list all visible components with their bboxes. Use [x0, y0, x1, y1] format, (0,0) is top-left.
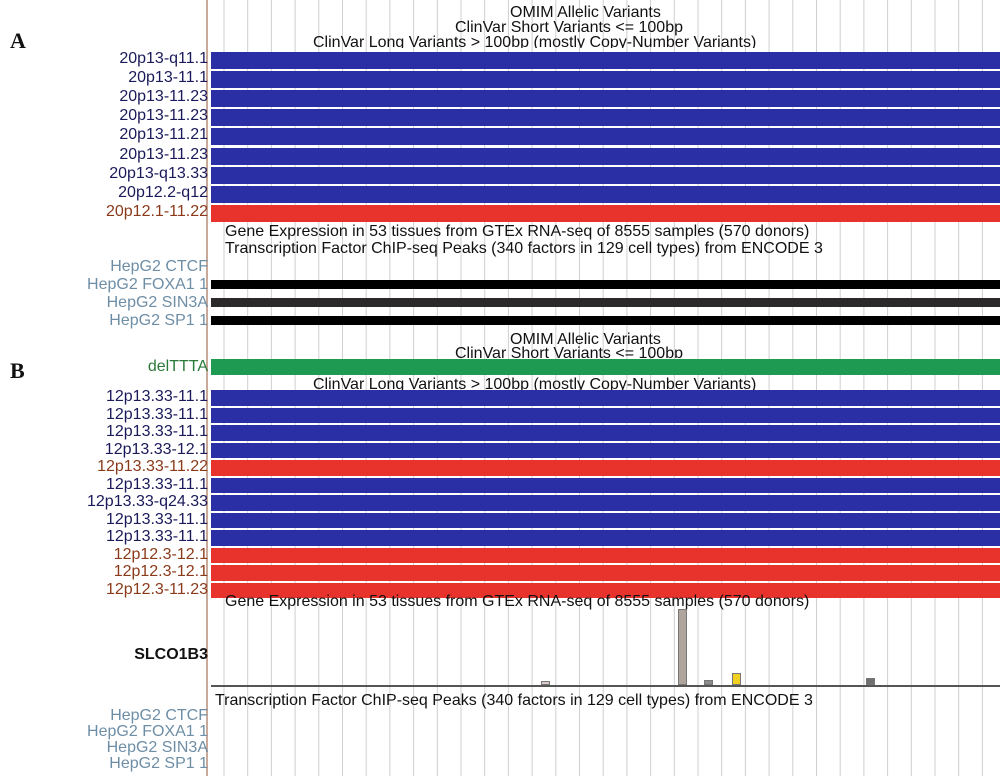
clinvar-cnv-bar[interactable] — [211, 530, 1000, 546]
track-title-clinvar-long-b[interactable]: ClinVar Long Variants > 100bp (mostly Co… — [313, 376, 757, 390]
clinvar-cnv-bar[interactable] — [211, 90, 1000, 108]
clinvar-cnv-label[interactable]: 12p13.33-11.1 — [105, 510, 208, 528]
clinvar-cnv-label[interactable]: 20p13-11.1 — [128, 69, 208, 87]
clinvar-cnv-bar[interactable] — [211, 477, 1000, 493]
clinvar-cnv-bar[interactable] — [211, 147, 1000, 165]
clinvar-cnv-label[interactable]: 12p12.3-12.1 — [113, 545, 208, 563]
tf-track-label[interactable]: HepG2 SP1 1 — [109, 312, 208, 329]
track-title-omim-a[interactable]: OMIM Allelic Variants — [510, 4, 661, 21]
clinvar-cnv-label[interactable]: 20p13-11.21 — [119, 126, 208, 144]
tissue-expression-bar[interactable] — [541, 681, 550, 685]
clinvar-cnv-label[interactable]: 20p13-q13.33 — [109, 164, 208, 182]
clinvar-cnv-label[interactable]: 20p13-q11.1 — [119, 50, 208, 67]
panel-letter-a: A — [10, 28, 26, 53]
clinvar-cnv-bar[interactable] — [211, 442, 1000, 458]
clinvar-cnv-label[interactable]: 12p12.3-11.23 — [105, 580, 208, 598]
clinvar-cnv-bar[interactable] — [211, 390, 1000, 406]
expression-baseline — [211, 685, 1000, 687]
track-title-omim-b[interactable]: OMIM Allelic Variants — [510, 331, 661, 348]
clinvar-cnv-bar[interactable] — [211, 71, 1000, 89]
gene-label[interactable]: SLCO1B3 — [134, 646, 208, 663]
track-title-clinvar-short-a[interactable]: ClinVar Short Variants <= 100bp — [455, 19, 683, 36]
tissue-expression-bar[interactable] — [678, 609, 687, 685]
tissue-expression-bar[interactable] — [704, 680, 713, 685]
track-title-clinvar-short-b[interactable]: ClinVar Short Variants <= 100bp — [455, 345, 683, 358]
clinvar-cnv-bar[interactable] — [211, 166, 1000, 184]
clinvar-cnv-label[interactable]: 12p12.3-12.1 — [113, 563, 208, 580]
short-variant-bar[interactable] — [211, 359, 1000, 375]
clinvar-cnv-label[interactable]: 20p13-11.23 — [119, 145, 208, 163]
clinvar-cnv-label[interactable]: 20p12.1-11.22 — [105, 202, 208, 220]
clinvar-cnv-label[interactable]: 12p13.33-11.1 — [105, 423, 208, 440]
clinvar-cnv-bar[interactable] — [211, 109, 1000, 127]
track-title-gtex-a[interactable]: Gene Expression in 53 tissues from GTEx … — [225, 223, 810, 240]
clinvar-cnv-bar[interactable] — [211, 425, 1000, 441]
track-title-gtex-b[interactable]: Gene Expression in 53 tissues from GTEx … — [225, 593, 810, 610]
clinvar-cnv-label[interactable]: 12p13.33-11.22 — [97, 458, 208, 475]
tissue-expression-bar[interactable] — [732, 673, 741, 685]
clinvar-cnv-label[interactable]: 12p13.33-11.1 — [105, 475, 208, 493]
tf-track-label[interactable]: HepG2 FOXA1 1 — [87, 276, 208, 293]
clinvar-cnv-bar[interactable] — [211, 204, 1000, 222]
clinvar-cnv-label[interactable]: 20p12.2-q12 — [118, 183, 208, 201]
track-title-tfbs-b[interactable]: Transcription Factor ChIP-seq Peaks (340… — [215, 692, 813, 709]
clinvar-cnv-bar[interactable] — [211, 565, 1000, 581]
clinvar-cnv-label[interactable]: 12p13.33-q24.33 — [87, 493, 208, 510]
track-title-clinvar-long-a[interactable]: ClinVar Long Variants > 100bp (mostly Co… — [313, 34, 757, 48]
clinvar-cnv-bar[interactable] — [211, 407, 1000, 423]
short-variant-label[interactable]: delTTTA — [147, 358, 208, 375]
tf-peak-bar[interactable] — [211, 280, 1000, 289]
tf-track-label[interactable]: HepG2 CTCF — [110, 258, 208, 275]
clinvar-cnv-bar[interactable] — [211, 460, 1000, 476]
clinvar-cnv-label[interactable]: 20p13-11.23 — [119, 107, 208, 125]
clinvar-cnv-bar[interactable] — [211, 128, 1000, 146]
tf-track-label[interactable]: HepG2 SIN3A — [106, 739, 208, 756]
clinvar-cnv-label[interactable]: 12p13.33-12.1 — [104, 440, 208, 458]
tf-peak-bar[interactable] — [211, 298, 1000, 307]
tf-track-label[interactable]: HepG2 CTCF — [110, 707, 208, 724]
clinvar-cnv-bar[interactable] — [211, 185, 1000, 203]
clinvar-cnv-bar[interactable] — [211, 52, 1000, 70]
clinvar-cnv-bar[interactable] — [211, 582, 1000, 598]
clinvar-cnv-label[interactable]: 12p13.33-11.1 — [105, 528, 208, 545]
clinvar-cnv-label[interactable]: 20p13-11.23 — [119, 88, 208, 106]
clinvar-cnv-bar[interactable] — [211, 512, 1000, 528]
tf-track-label[interactable]: HepG2 FOXA1 1 — [87, 723, 208, 740]
clinvar-cnv-bar[interactable] — [211, 495, 1000, 511]
panel-letter-b: B — [10, 358, 25, 383]
tissue-expression-bar[interactable] — [866, 678, 875, 685]
tf-peak-bar[interactable] — [211, 316, 1000, 325]
tf-track-label[interactable]: HepG2 SP1 1 — [109, 755, 208, 772]
clinvar-cnv-label[interactable]: 12p13.33-11.1 — [105, 405, 208, 423]
clinvar-cnv-bar[interactable] — [211, 547, 1000, 563]
track-title-tfbs-a[interactable]: Transcription Factor ChIP-seq Peaks (340… — [225, 240, 823, 257]
tf-track-label[interactable]: HepG2 SIN3A — [106, 294, 208, 311]
clinvar-cnv-label[interactable]: 12p13.33-11.1 — [105, 388, 208, 405]
